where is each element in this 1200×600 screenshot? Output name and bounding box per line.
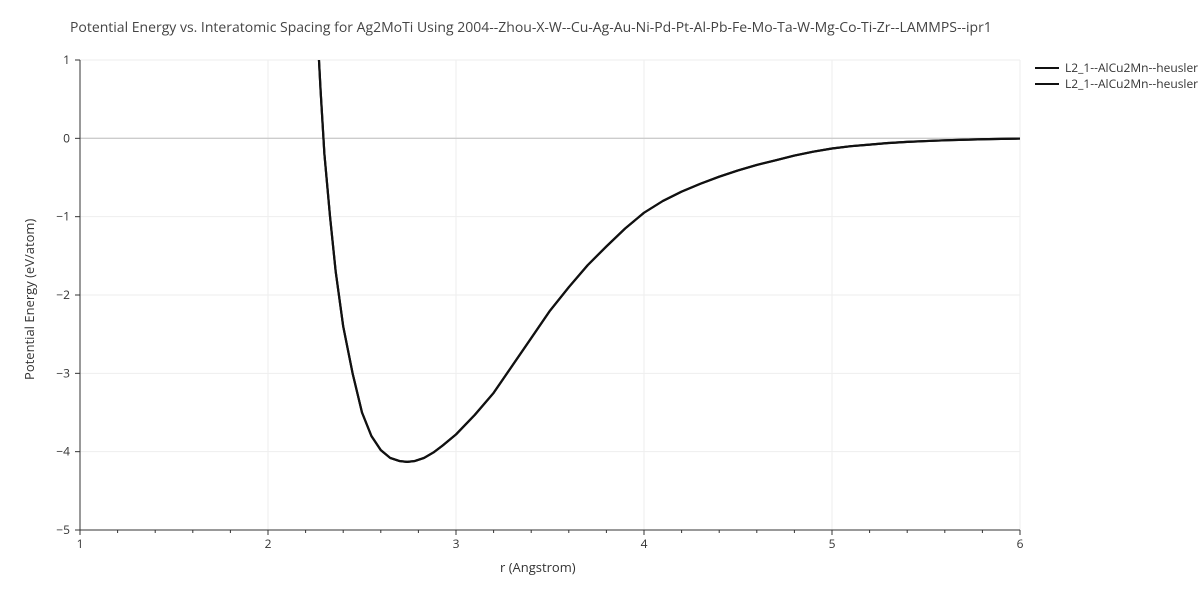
y-tick-label: −4: [56, 443, 70, 460]
chart-container: Potential Energy vs. Interatomic Spacing…: [0, 0, 1200, 600]
series-line: [309, 0, 1020, 462]
y-tick-label: 1: [63, 51, 70, 68]
x-tick-label: 1: [77, 535, 84, 552]
plot-svg: 1 2 3 4 5 6 −5 −4 −3 −2 −1 0 1: [0, 0, 1200, 600]
x-tick-label: 6: [1017, 535, 1024, 552]
y-tick-label: −5: [56, 521, 70, 538]
y-tick-label: 0: [63, 129, 70, 146]
legend-label: L2_1--AlCu2Mn--heusler: [1065, 60, 1198, 76]
legend-item[interactable]: L2_1--AlCu2Mn--heusler: [1035, 60, 1198, 76]
series-line: [309, 0, 1020, 462]
legend-swatch: [1035, 83, 1059, 85]
x-tick-label: 5: [829, 535, 836, 552]
y-tick-label: −1: [56, 208, 70, 225]
y-tick-label: −2: [56, 286, 70, 303]
legend-item[interactable]: L2_1--AlCu2Mn--heusler: [1035, 76, 1198, 92]
x-tick-label: 3: [453, 535, 460, 552]
x-axis-label: r (Angstrom): [500, 558, 576, 576]
x-tick-label: 4: [641, 535, 648, 552]
y-axis-label: Potential Energy (eV/atom): [20, 219, 38, 380]
x-tick-label: 2: [265, 535, 272, 552]
plot-area: [309, 0, 1020, 462]
legend: L2_1--AlCu2Mn--heuslerL2_1--AlCu2Mn--heu…: [1035, 60, 1198, 92]
legend-swatch: [1035, 67, 1059, 69]
y-tick-label: −3: [56, 364, 70, 381]
legend-label: L2_1--AlCu2Mn--heusler: [1065, 76, 1198, 92]
